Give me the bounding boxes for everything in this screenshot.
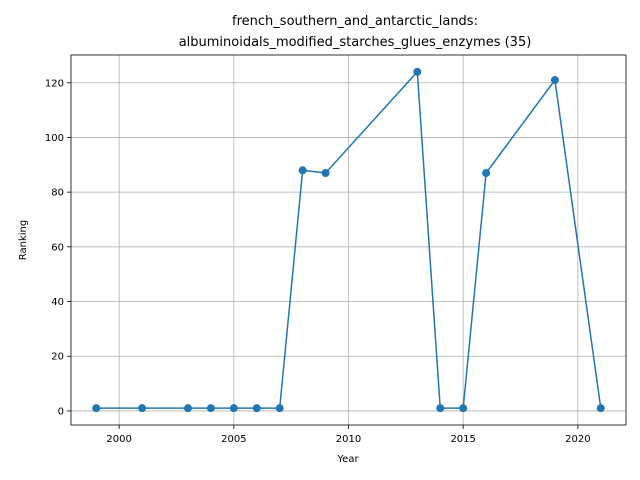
- axis-ticks: 2000 2005 2010 2015 2020 0 20 40 60 80 100 120: [45, 78, 591, 445]
- data-point: [459, 404, 468, 413]
- y-tick-label: 100: [45, 133, 64, 144]
- data-point: [229, 404, 238, 413]
- grid-lines: [71, 55, 626, 425]
- data-point: [92, 404, 101, 413]
- x-tick-label: 2020: [565, 434, 590, 445]
- y-tick-label: 40: [51, 297, 64, 308]
- y-tick-label: 20: [51, 352, 64, 363]
- y-tick-label: 80: [51, 188, 64, 199]
- data-point: [298, 166, 307, 175]
- y-tick-label: 0: [58, 406, 64, 417]
- data-point: [206, 404, 215, 413]
- chart-title-line-1: french_southern_and_antarctic_lands:: [232, 14, 478, 29]
- data-point: [138, 404, 147, 413]
- x-tick-label: 2005: [221, 434, 246, 445]
- data-point: [413, 67, 422, 76]
- plot-area-frame: [70, 54, 627, 426]
- data-point: [252, 404, 261, 413]
- y-axis-label: Ranking: [18, 220, 29, 260]
- data-point: [482, 169, 491, 178]
- y-tick-label: 60: [51, 242, 64, 253]
- data-point: [275, 404, 284, 413]
- data-point: [596, 404, 605, 413]
- x-tick-label: 2015: [450, 434, 475, 445]
- data-series: [92, 67, 605, 413]
- chart-title-line-2: albuminoidals_modified_starches_glues_en…: [179, 35, 532, 50]
- data-point: [183, 404, 192, 413]
- y-tick-label: 120: [45, 78, 64, 89]
- x-tick-label: 2000: [106, 434, 131, 445]
- data-point: [550, 76, 559, 85]
- x-axis-label: Year: [336, 454, 359, 465]
- x-tick-label: 2010: [336, 434, 361, 445]
- data-point: [321, 169, 330, 178]
- data-point: [436, 404, 445, 413]
